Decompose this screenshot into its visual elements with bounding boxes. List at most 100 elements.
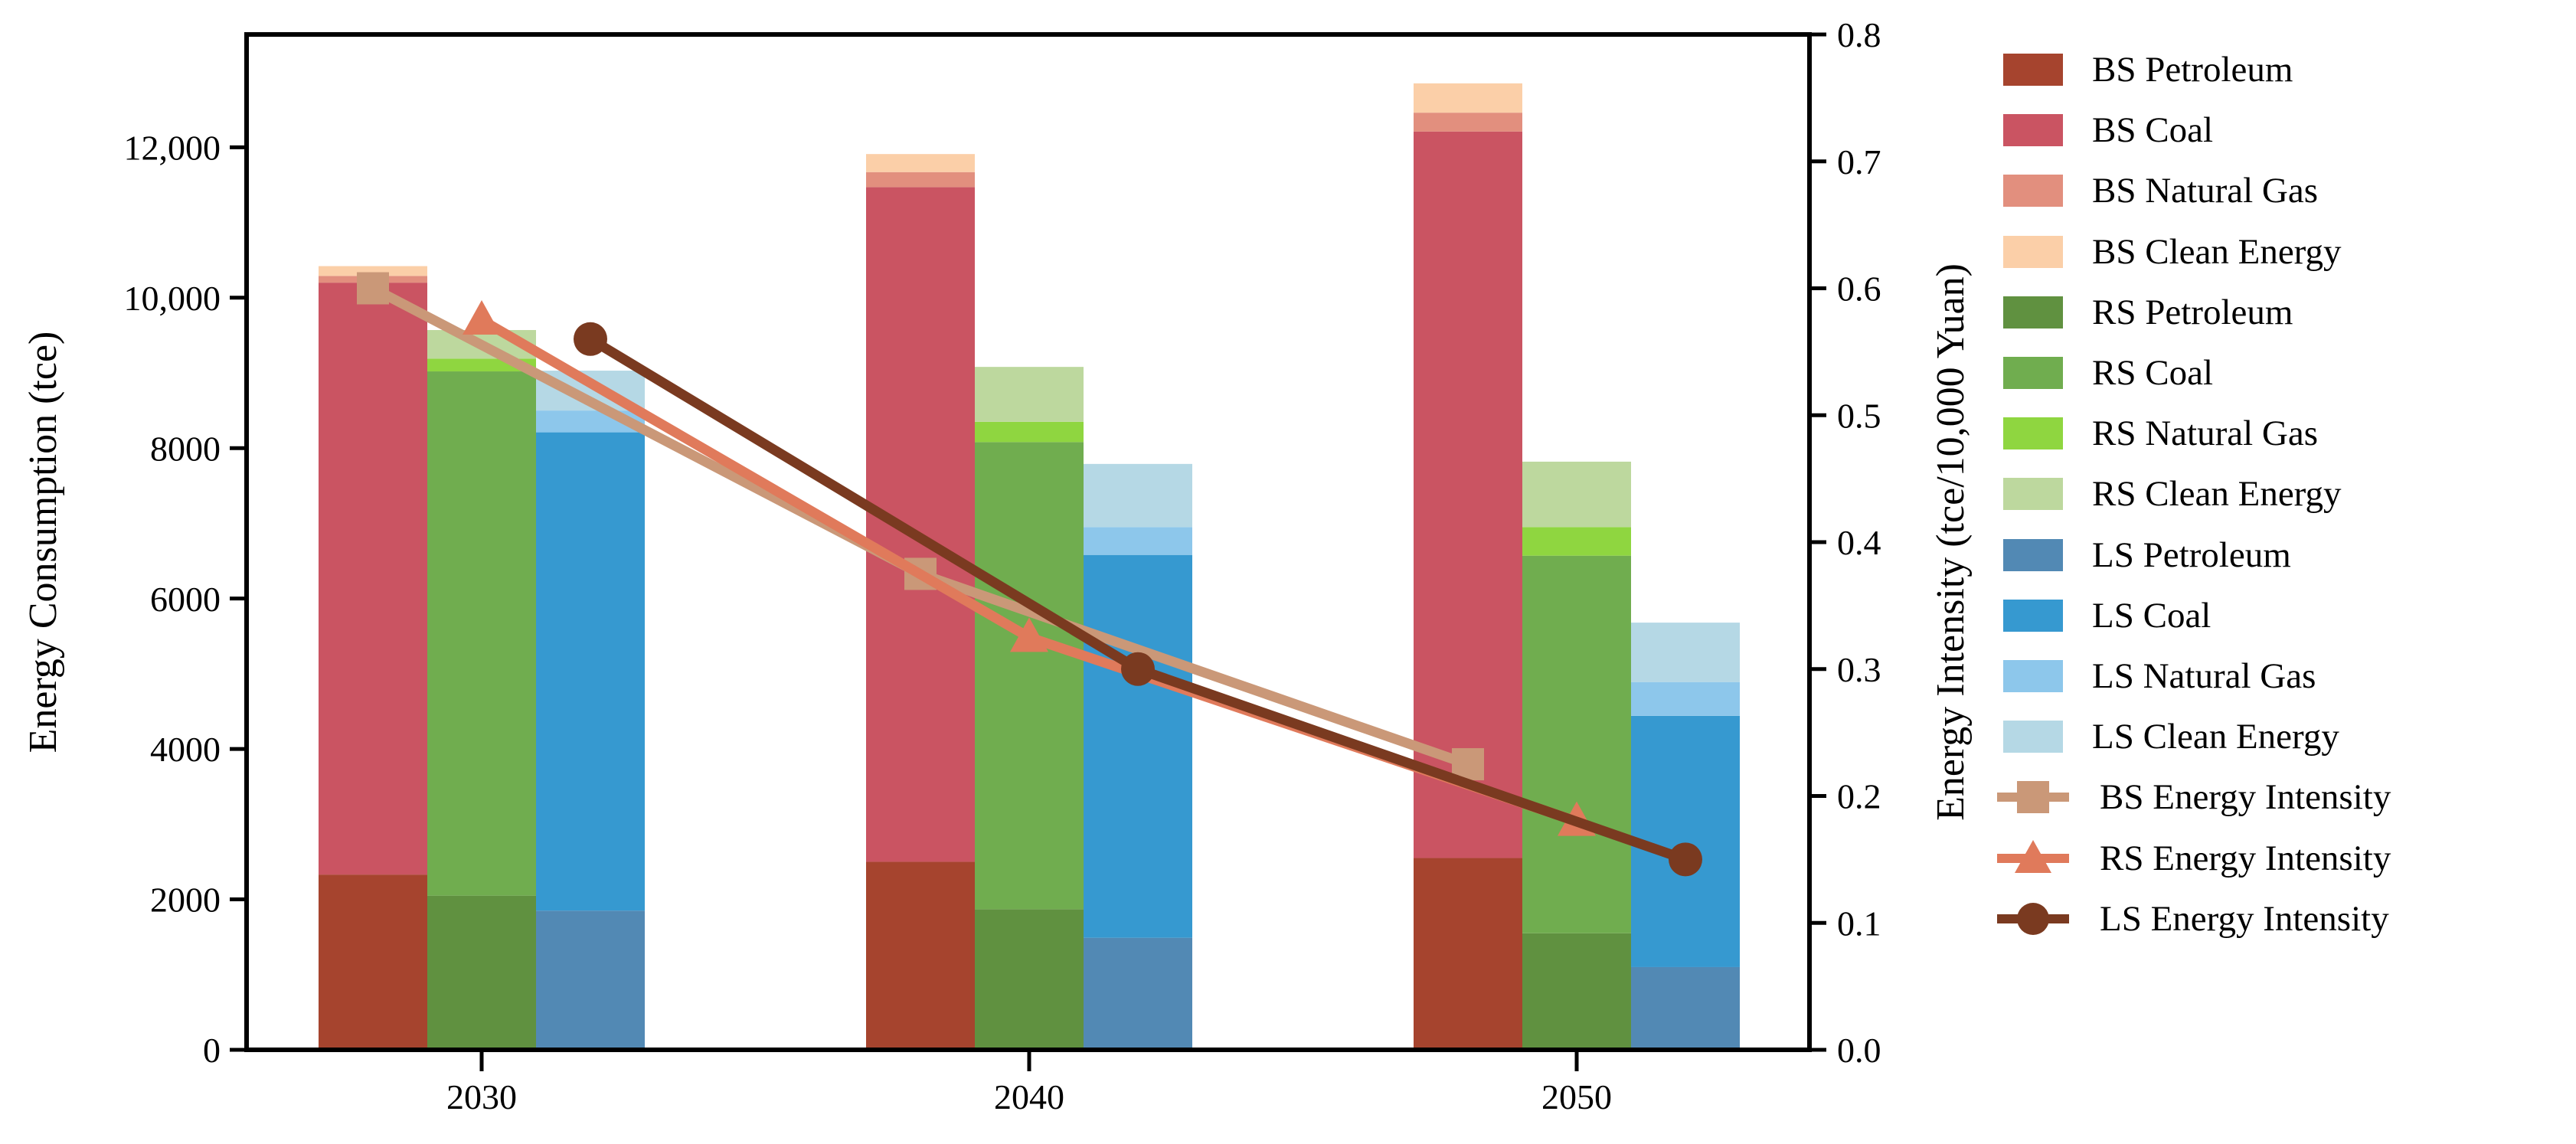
legend-swatch <box>2003 538 2063 571</box>
x-tick-label: 2050 <box>1541 1077 1612 1116</box>
bar-segment-ls-clean-energy-2040 <box>1084 463 1192 528</box>
legend-label: RS Clean Energy <box>2092 474 2342 515</box>
legend-swatch <box>2003 417 2063 450</box>
bar-segment-ls-natural-gas-2050 <box>1631 681 1740 716</box>
bar-segment-rs-coal-2040 <box>975 442 1084 910</box>
legend-item-bs-petroleum: BS Petroleum <box>1988 46 2293 93</box>
bar-segment-rs-petroleum-2040 <box>975 909 1084 1050</box>
right-tick-label: 0.5 <box>1837 396 1881 435</box>
bar-segment-rs-natural-gas-2040 <box>975 421 1084 443</box>
bar-segment-ls-natural-gas-2040 <box>1084 527 1192 555</box>
legend-item-rs-energy-intensity: RS Energy Intensity <box>1988 835 2391 882</box>
legend-swatch <box>2003 721 2063 753</box>
legend-swatch <box>2003 296 2063 328</box>
legend-swatch <box>2003 235 2063 268</box>
triangle-marker-rs <box>463 299 501 335</box>
legend-item-rs-natural-gas: RS Natural Gas <box>1988 410 2318 457</box>
left-tick-label: 10,000 <box>124 279 221 318</box>
left-tick-label: 0 <box>203 1031 221 1070</box>
legend-swatch <box>2003 478 2063 511</box>
legend-line-circle-icon <box>1996 898 2071 940</box>
legend-label: RS Natural Gas <box>2092 413 2319 454</box>
legend-swatch <box>2003 357 2063 389</box>
legend-item-ls-natural-gas: LS Natural Gas <box>1988 652 2316 700</box>
circle-marker-ls <box>574 322 607 356</box>
legend-swatch <box>2003 599 2063 632</box>
legend-item-rs-coal: RS Coal <box>1988 349 2213 397</box>
x-tick-label: 2040 <box>994 1077 1064 1116</box>
bar-segment-rs-clean-energy-2040 <box>975 367 1084 422</box>
bar-segment-rs-petroleum-2030 <box>427 895 536 1050</box>
left-tick-label: 12,000 <box>124 128 221 167</box>
left-tick-label: 8000 <box>150 429 221 468</box>
left-axis-label: Energy Consumption (tce) <box>21 331 65 753</box>
legend-item-rs-clean-energy: RS Clean Energy <box>1988 470 2342 518</box>
circle-marker-ls <box>1669 842 1702 877</box>
bar-segment-rs-coal-2030 <box>427 371 536 896</box>
right-tick-label: 0.1 <box>1837 904 1881 943</box>
legend-label: RS Energy Intensity <box>2100 838 2391 878</box>
right-tick-label: 0.8 <box>1837 15 1881 54</box>
legend-label: LS Natural Gas <box>2092 656 2316 696</box>
bar-segment-rs-natural-gas-2050 <box>1522 527 1631 556</box>
bar-segment-bs-coal-2030 <box>319 283 427 875</box>
square-marker-bs <box>357 272 389 305</box>
legend-label: LS Energy Intensity <box>2100 898 2389 939</box>
bar-segment-bs-coal-2040 <box>866 187 975 862</box>
bar-segment-bs-petroleum-2030 <box>319 874 427 1050</box>
bar-segment-bs-clean-energy-2040 <box>866 154 975 172</box>
legend-item-bs-natural-gas: BS Natural Gas <box>1988 167 2318 214</box>
bar-segment-bs-natural-gas-2050 <box>1414 113 1522 132</box>
legend-swatch <box>2003 54 2063 86</box>
bar-segment-bs-clean-energy-2030 <box>319 266 427 276</box>
legend-line-triangle-icon <box>1996 838 2071 879</box>
legend-label: LS Petroleum <box>2092 534 2291 575</box>
legend-item-bs-coal: BS Coal <box>1988 106 2213 154</box>
bar-segment-bs-coal-2050 <box>1414 131 1522 858</box>
left-tick-label: 2000 <box>150 881 221 920</box>
bar-segment-bs-natural-gas-2040 <box>866 172 975 188</box>
legend-item-ls-energy-intensity: LS Energy Intensity <box>1988 895 2389 943</box>
bar-segment-ls-coal-2030 <box>536 432 645 911</box>
bar-segment-ls-coal-2040 <box>1084 554 1192 938</box>
legend-item-rs-petroleum: RS Petroleum <box>1988 289 2293 336</box>
right-tick-label: 0.0 <box>1837 1031 1881 1070</box>
circle-marker-ls <box>1121 652 1155 686</box>
bar-segment-rs-petroleum-2050 <box>1522 933 1631 1050</box>
x-tick-label: 2030 <box>446 1077 517 1116</box>
legend-item-bs-clean-energy: BS Clean Energy <box>1988 228 2342 276</box>
legend-label: BS Energy Intensity <box>2100 777 2391 818</box>
bar-segment-bs-petroleum-2050 <box>1414 858 1522 1050</box>
legend-label: BS Petroleum <box>2092 50 2293 90</box>
right-axis-label: Energy Intensity (tce/10,000 Yuan) <box>1929 263 1973 821</box>
bar-segment-bs-petroleum-2040 <box>866 861 975 1050</box>
legend-item-ls-coal: LS Coal <box>1988 592 2211 639</box>
left-tick-label: 6000 <box>150 580 221 619</box>
right-tick-label: 0.7 <box>1837 142 1881 181</box>
legend: BS Petroleum BS Coal BS Natural Gas BS Clea… <box>1988 0 2576 1144</box>
bar-segment-ls-coal-2050 <box>1631 715 1740 967</box>
legend-item-ls-petroleum: LS Petroleum <box>1988 531 2291 579</box>
legend-label: BS Clean Energy <box>2092 231 2342 272</box>
legend-swatch <box>2003 175 2063 208</box>
legend-label: LS Coal <box>2092 595 2212 636</box>
bar-segment-ls-petroleum-2030 <box>536 910 645 1050</box>
legend-item-bs-energy-intensity: BS Energy Intensity <box>1988 773 2391 821</box>
bar-segment-ls-petroleum-2040 <box>1084 937 1192 1050</box>
legend-label: RS Petroleum <box>2092 292 2293 332</box>
legend-line-square-icon <box>1996 776 2071 818</box>
bar-segment-ls-petroleum-2050 <box>1631 966 1740 1050</box>
right-tick-label: 0.4 <box>1837 523 1881 562</box>
legend-swatch <box>2003 114 2063 147</box>
right-tick-label: 0.3 <box>1837 650 1881 689</box>
triangle-marker-rs <box>1010 617 1048 652</box>
left-tick-label: 4000 <box>150 730 221 769</box>
bar-segment-ls-clean-energy-2050 <box>1631 623 1740 682</box>
right-tick-label: 0.2 <box>1837 777 1881 816</box>
bar-segment-bs-clean-energy-2050 <box>1414 83 1522 113</box>
bar-segment-rs-coal-2050 <box>1522 555 1631 933</box>
legend-label: BS Coal <box>2092 110 2214 151</box>
legend-swatch <box>2003 660 2063 692</box>
